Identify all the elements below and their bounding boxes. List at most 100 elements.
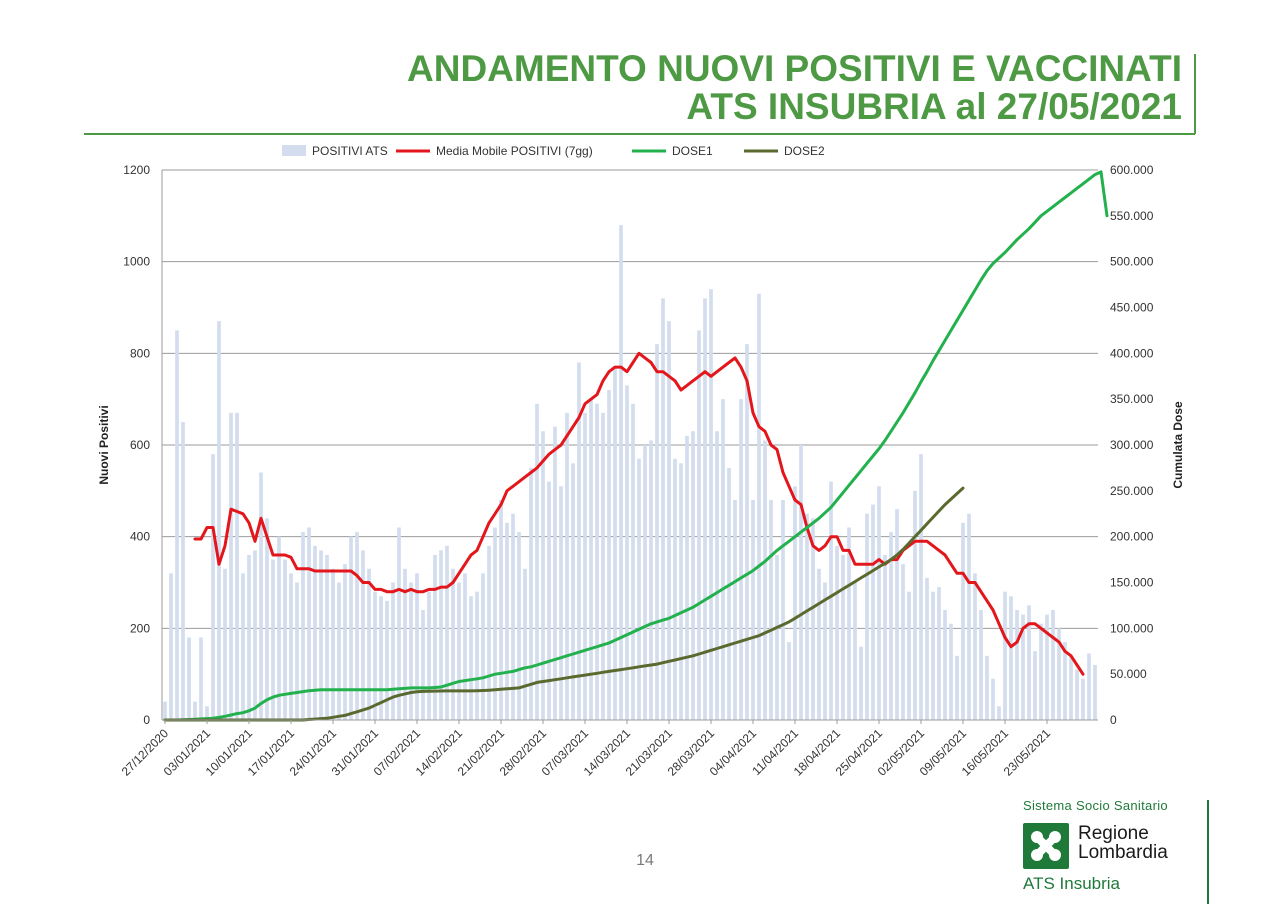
bar [193, 701, 197, 720]
y2-tick-label: 450.000 [1110, 301, 1154, 315]
logo-system-text: Sistema Socio Sanitario [1023, 798, 1168, 813]
legend-positivi-ats-swatch [282, 145, 306, 156]
bar [811, 518, 815, 720]
bar [889, 532, 893, 720]
bar [727, 467, 731, 720]
bar [271, 559, 275, 720]
page-title: ANDAMENTO NUOVI POSITIVI E VACCINATI ATS… [407, 50, 1182, 126]
bar [673, 458, 677, 720]
bar [391, 582, 395, 720]
bar [451, 568, 455, 720]
bar [1063, 642, 1067, 720]
bar [499, 500, 503, 720]
bar [1057, 628, 1061, 720]
bar [307, 527, 311, 720]
bar [931, 591, 935, 720]
bar [1033, 651, 1037, 720]
bar [877, 486, 881, 720]
bar [265, 518, 269, 720]
bar [937, 587, 941, 720]
bar [367, 568, 371, 720]
bar [721, 399, 725, 720]
bar [439, 550, 443, 720]
y-tick-label: 0 [143, 713, 150, 727]
logo-agency: ATS Insubria [1023, 874, 1121, 893]
bar [895, 509, 899, 720]
bar [1003, 591, 1007, 720]
bar [433, 555, 437, 720]
bar [841, 555, 845, 720]
bar [1045, 614, 1049, 720]
bar [511, 513, 515, 720]
bar [997, 706, 1001, 720]
logo: Sistema Socio Sanitario Regione Lombardi… [1020, 798, 1210, 898]
bar [739, 399, 743, 720]
bar [397, 527, 401, 720]
legend-media-mobile-label: Media Mobile POSITIVI (7gg) [436, 144, 593, 158]
y2-tick-label: 100.000 [1110, 621, 1154, 635]
y-tick-label: 1200 [123, 163, 150, 177]
bar [991, 678, 995, 720]
bar [637, 458, 641, 720]
bar [775, 555, 779, 720]
bar [373, 591, 377, 720]
y-tick-label: 800 [130, 346, 150, 360]
media-mobile-line [193, 351, 1085, 676]
y2-tick-label: 300.000 [1110, 438, 1154, 452]
bar-series [163, 225, 1097, 720]
dose1-line [163, 170, 1109, 722]
bar [493, 527, 497, 720]
bar [949, 623, 953, 720]
bar [235, 412, 239, 720]
bar [733, 500, 737, 720]
bar [781, 500, 785, 720]
y-tick-label: 1000 [123, 255, 150, 269]
y2-tick-label: 400.000 [1110, 346, 1154, 360]
y2-tick-label: 550.000 [1110, 209, 1154, 223]
bar [457, 582, 461, 720]
bar [481, 573, 485, 720]
bar [763, 440, 767, 720]
y-tick-label: 600 [130, 438, 150, 452]
bar [1051, 610, 1055, 720]
y2-tick-label: 250.000 [1110, 484, 1154, 498]
bar [871, 504, 875, 720]
bar [253, 550, 257, 720]
bar [943, 610, 947, 720]
bar [355, 532, 359, 720]
bar [619, 225, 623, 720]
bar [1069, 655, 1073, 720]
bar [757, 293, 761, 720]
bar [1093, 665, 1097, 720]
bar [835, 545, 839, 720]
chart-grid [162, 169, 1098, 629]
line-series [163, 170, 1109, 722]
bar [685, 435, 689, 720]
bar [925, 577, 929, 720]
bar [589, 399, 593, 720]
bar [517, 532, 521, 720]
bar [919, 454, 923, 720]
bar [301, 532, 305, 720]
y-axis-title: Nuovi Positivi [97, 405, 111, 484]
bar [523, 568, 527, 720]
bar [847, 527, 851, 720]
y2-tick-label: 200.000 [1110, 530, 1154, 544]
bar [571, 463, 575, 720]
bar [241, 573, 245, 720]
bar [853, 582, 857, 720]
bar [901, 564, 905, 720]
bar [169, 573, 173, 720]
bar [961, 522, 965, 720]
bar [799, 445, 803, 720]
bar [331, 568, 335, 720]
bar [1027, 605, 1031, 720]
bar [565, 412, 569, 720]
bar [463, 573, 467, 720]
title-divider-horizontal [84, 133, 1195, 135]
bar [559, 486, 563, 720]
bar [319, 550, 323, 720]
bar [859, 646, 863, 720]
y2-tick-label: 600.000 [1110, 163, 1154, 177]
